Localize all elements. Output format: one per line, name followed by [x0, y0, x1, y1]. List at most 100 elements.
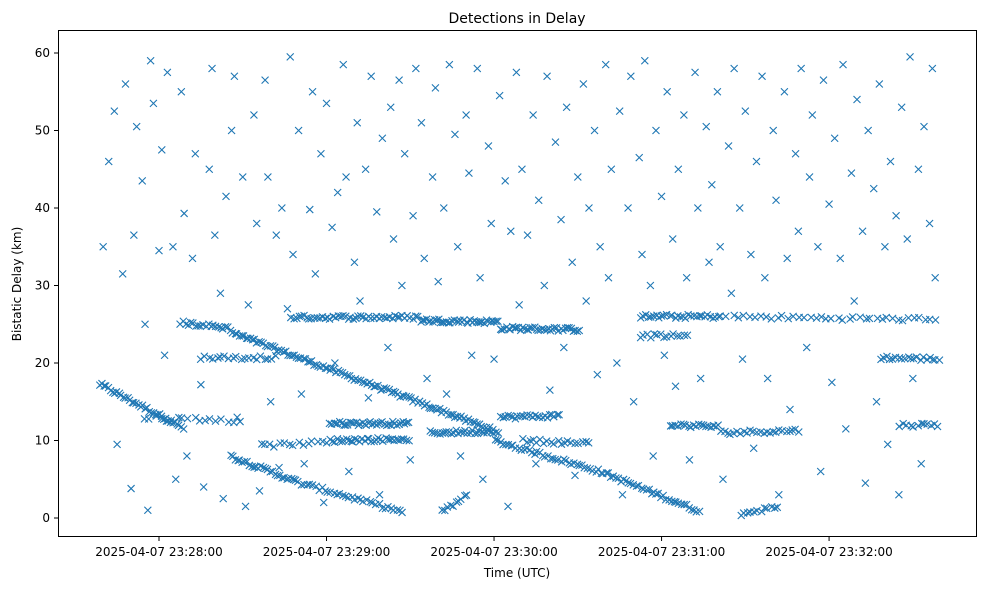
data-point: [305, 480, 314, 489]
data-point: [674, 165, 683, 174]
data-point: [919, 353, 928, 362]
data-point: [322, 99, 331, 108]
data-point: [163, 68, 172, 77]
data-point: [229, 418, 238, 427]
data-point: [497, 326, 506, 334]
data-point: [786, 405, 794, 414]
data-point: [230, 72, 239, 81]
data-point: [402, 392, 411, 401]
data-point: [471, 429, 479, 438]
data-point: [836, 254, 845, 263]
data-point: [501, 176, 510, 185]
data-point: [447, 410, 455, 419]
x-tick-label: 2025-04-07 23:31:00: [598, 545, 725, 559]
data-point: [812, 314, 821, 322]
data-point: [865, 314, 874, 323]
data-point: [659, 311, 668, 320]
data-point: [543, 414, 552, 422]
data-point: [141, 320, 149, 329]
data-point: [175, 413, 183, 422]
data-point: [762, 313, 771, 321]
x-tick-label: 2025-04-07 23:32:00: [765, 545, 892, 559]
data-point: [267, 355, 276, 363]
data-point: [612, 359, 621, 367]
data-point: [384, 343, 392, 352]
data-point: [182, 320, 190, 329]
data-point: [579, 80, 588, 88]
data-point: [196, 380, 205, 389]
data-point: [453, 242, 462, 251]
data-point: [428, 404, 437, 413]
data-point: [817, 312, 826, 321]
data-point: [99, 242, 108, 251]
data-point: [499, 413, 508, 422]
data-point: [236, 417, 244, 426]
data-point: [406, 455, 415, 464]
data-point: [231, 352, 240, 361]
data-point: [420, 254, 429, 263]
data-point: [143, 506, 152, 515]
data-point: [769, 427, 778, 436]
data-point: [257, 440, 266, 448]
data-point: [297, 481, 306, 489]
data-point: [762, 504, 771, 513]
data-point: [736, 429, 745, 438]
data-point: [270, 343, 279, 352]
data-point: [364, 393, 373, 402]
data-point: [565, 323, 574, 332]
data-point: [645, 485, 654, 494]
data-point: [495, 91, 504, 100]
data-point: [393, 506, 402, 514]
data-point: [593, 370, 602, 379]
data-point: [850, 297, 859, 305]
y-tick-label: 0: [42, 511, 50, 525]
data-point: [571, 471, 579, 480]
data-point: [239, 332, 248, 340]
data-point: [894, 490, 903, 499]
data-point: [897, 103, 906, 112]
data-point: [343, 371, 352, 380]
data-point: [194, 321, 203, 330]
data-point: [897, 355, 906, 363]
data-point: [800, 313, 808, 322]
data-point: [169, 242, 177, 251]
y-axis-label: Bistatic Delay (km): [10, 227, 24, 342]
x-axis-label: Time (UTC): [483, 566, 550, 580]
data-point: [335, 417, 344, 426]
data-point: [491, 435, 500, 444]
data-point: [652, 126, 660, 135]
data-point: [883, 440, 892, 449]
data-point: [933, 422, 942, 431]
data-point: [463, 429, 472, 438]
data-point: [347, 437, 356, 446]
data-point: [691, 68, 699, 77]
data-point: [816, 467, 825, 476]
data-point: [601, 60, 610, 69]
data-point: [442, 390, 451, 398]
data-point: [920, 122, 928, 131]
data-point: [794, 428, 803, 436]
data-point: [917, 459, 926, 468]
x-tick-label: 2025-04-07 23:28:00: [95, 545, 222, 559]
data-point: [394, 436, 403, 445]
data-point: [350, 258, 359, 267]
data-point: [465, 169, 473, 178]
data-point: [167, 416, 176, 425]
data-point: [553, 411, 562, 419]
data-point: [774, 490, 783, 499]
data-point: [250, 335, 259, 344]
data-point: [188, 254, 197, 263]
data-point: [513, 412, 521, 420]
data-point: [663, 87, 672, 96]
data-point: [604, 469, 613, 477]
data-point: [353, 118, 362, 127]
data-point: [473, 420, 482, 428]
data-point: [297, 390, 306, 398]
data-point: [716, 242, 725, 251]
data-point: [349, 315, 358, 323]
data-point: [476, 273, 484, 282]
data-point: [839, 60, 847, 69]
data-point: [289, 250, 297, 259]
data-point: [431, 83, 440, 92]
data-point: [395, 76, 404, 85]
